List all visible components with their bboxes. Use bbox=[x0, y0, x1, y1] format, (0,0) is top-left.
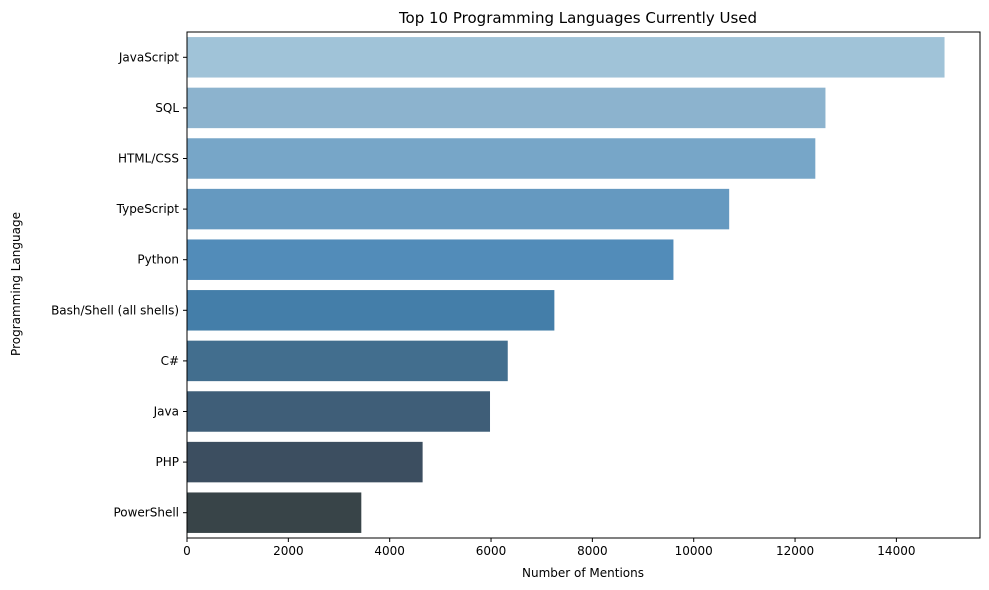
y-tick-label: HTML/CSS bbox=[118, 152, 179, 166]
plot-frame bbox=[186, 31, 981, 539]
chart-title: Top 10 Programming Languages Currently U… bbox=[398, 9, 757, 27]
y-tick-label: Bash/Shell (all shells) bbox=[51, 303, 179, 317]
x-tick-label: 12000 bbox=[776, 544, 814, 558]
bar-html-css bbox=[187, 138, 816, 179]
bar-java bbox=[187, 391, 491, 432]
y-tick-label: TypeScript bbox=[116, 202, 180, 216]
x-tick-label: 4000 bbox=[374, 544, 405, 558]
x-tick-label: 8000 bbox=[577, 544, 608, 558]
y-tick-label: SQL bbox=[155, 101, 179, 115]
x-tick-label: 10000 bbox=[675, 544, 713, 558]
x-axis-label: Number of Mentions bbox=[522, 566, 644, 580]
x-axis-ticks: 0 2000 4000 6000 8000 10000 12000 14000 bbox=[183, 538, 915, 558]
x-tick-label: 6000 bbox=[476, 544, 507, 558]
y-tick-label: Java bbox=[153, 405, 179, 419]
x-tick-label: 0 bbox=[183, 544, 191, 558]
bar-c bbox=[187, 340, 508, 382]
bar-typescript bbox=[187, 188, 730, 230]
bar-bash-shell-all-shells bbox=[187, 290, 555, 331]
y-tick-label: JavaScript bbox=[118, 50, 179, 64]
y-tick-label: Python bbox=[137, 253, 179, 267]
y-tick-label: PHP bbox=[156, 455, 180, 469]
y-axis-ticks: JavaScript SQL HTML/CSS TypeScript Python Bas… bbox=[51, 50, 187, 520]
bar-javascript bbox=[187, 37, 945, 78]
x-tick-label: 14000 bbox=[877, 544, 915, 558]
x-tick-label: 2000 bbox=[273, 544, 304, 558]
y-axis-label: Programming Language bbox=[9, 212, 23, 356]
bar-php bbox=[187, 441, 423, 483]
bar-powershell bbox=[187, 492, 362, 533]
bar-python bbox=[187, 239, 674, 280]
bars-group bbox=[187, 37, 945, 533]
y-tick-label: PowerShell bbox=[113, 506, 179, 520]
bar-sql bbox=[187, 87, 826, 129]
y-tick-label: C# bbox=[161, 354, 179, 368]
